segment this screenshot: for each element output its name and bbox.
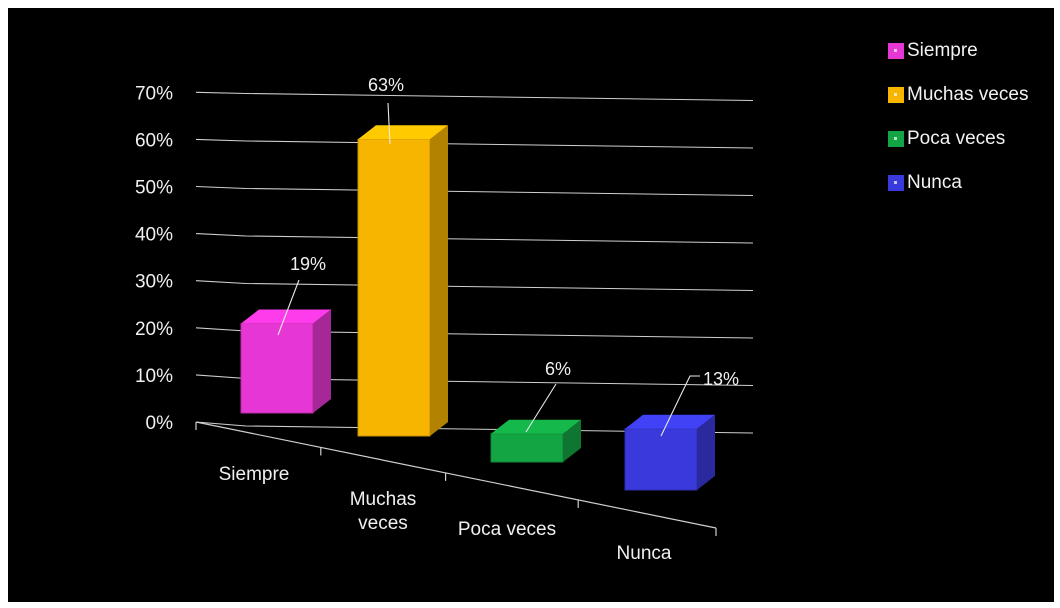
- x-category-label: Nunca: [617, 543, 672, 564]
- legend-swatch-muchas-veces: [888, 87, 904, 103]
- bar-chart-3d: 0% 10% 20% 30% 40% 50% 60% 70% 19% 63% 6% 13% Siem…: [135, 75, 754, 564]
- chart-frame: 0% 10% 20% 30% 40% 50% 60% 70% 19% 63% 6% 13% Siem…: [8, 8, 1054, 602]
- chart-walls: [195, 91, 754, 536]
- gridline: [195, 185, 754, 197]
- bar-top-face: [241, 309, 331, 324]
- x-axis-categories: Siempre Muchas veces Poca veces Nunca: [219, 464, 672, 564]
- data-label: 6%: [545, 359, 571, 379]
- data-label-leader: [387, 102, 391, 145]
- legend-item-nunca: Nunca: [888, 172, 1028, 194]
- bar-top-face: [491, 419, 581, 434]
- data-label: 63%: [368, 75, 404, 95]
- x-category-label: Poca veces: [458, 519, 556, 540]
- legend-item-siempre: Siempre: [888, 40, 1028, 62]
- x-category-label: Siempre: [219, 464, 290, 485]
- y-tick-label: 60%: [135, 130, 173, 151]
- bar-top-face: [358, 125, 448, 140]
- legend-label-muchas-veces: Muchas veces: [907, 84, 1029, 105]
- y-tick-label: 50%: [135, 178, 173, 199]
- legend-swatch-nunca: [888, 175, 904, 191]
- legend-label-siempre: Siempre: [907, 40, 978, 61]
- bars: [240, 125, 715, 491]
- bar-front-face: [624, 428, 698, 491]
- legend-swatch-siempre: [888, 43, 904, 59]
- bar: [240, 309, 331, 414]
- y-tick-label: 40%: [135, 225, 173, 246]
- y-tick-label: 20%: [135, 319, 173, 340]
- bar-side-face: [697, 414, 715, 490]
- y-tick-label: 70%: [135, 83, 173, 104]
- bar: [490, 419, 581, 463]
- legend-label-nunca: Nunca: [907, 172, 962, 193]
- legend-label-poca-veces: Poca veces: [907, 128, 1006, 149]
- data-label-leader: [277, 279, 300, 336]
- bar-front-face: [357, 138, 431, 437]
- gridline: [195, 421, 754, 434]
- y-tick-label: 30%: [135, 272, 173, 293]
- bar-side-face: [563, 419, 581, 462]
- data-label-leader: [525, 383, 557, 433]
- bar: [624, 414, 715, 491]
- legend: Siempre Muchas veces Poca veces Nunca: [888, 40, 1028, 216]
- bar-side-face: [430, 125, 448, 437]
- bar-top-face: [625, 414, 715, 429]
- y-tick-label: 0%: [146, 413, 174, 434]
- bar-front-face: [240, 323, 314, 414]
- y-tick-label: 10%: [135, 366, 173, 387]
- legend-item-muchas-veces: Muchas veces: [888, 84, 1028, 106]
- x-category-label: Muchas veces: [350, 489, 417, 534]
- gridline: [195, 280, 754, 292]
- bar-front-face: [490, 433, 564, 463]
- bar: [357, 125, 448, 437]
- data-label: 13%: [703, 369, 739, 389]
- gridline: [195, 138, 754, 149]
- gridline: [195, 233, 754, 244]
- bar-side-face: [313, 309, 331, 413]
- data-labels: 19% 63% 6% 13%: [277, 75, 739, 437]
- legend-item-poca-veces: Poca veces: [888, 128, 1028, 150]
- y-axis-ticks: 0% 10% 20% 30% 40% 50% 60% 70%: [135, 83, 173, 434]
- legend-swatch-poca-veces: [888, 131, 904, 147]
- data-label: 19%: [290, 254, 326, 274]
- data-label-leader: [660, 375, 700, 437]
- x-axis-line: [195, 421, 717, 529]
- gridline: [195, 91, 754, 102]
